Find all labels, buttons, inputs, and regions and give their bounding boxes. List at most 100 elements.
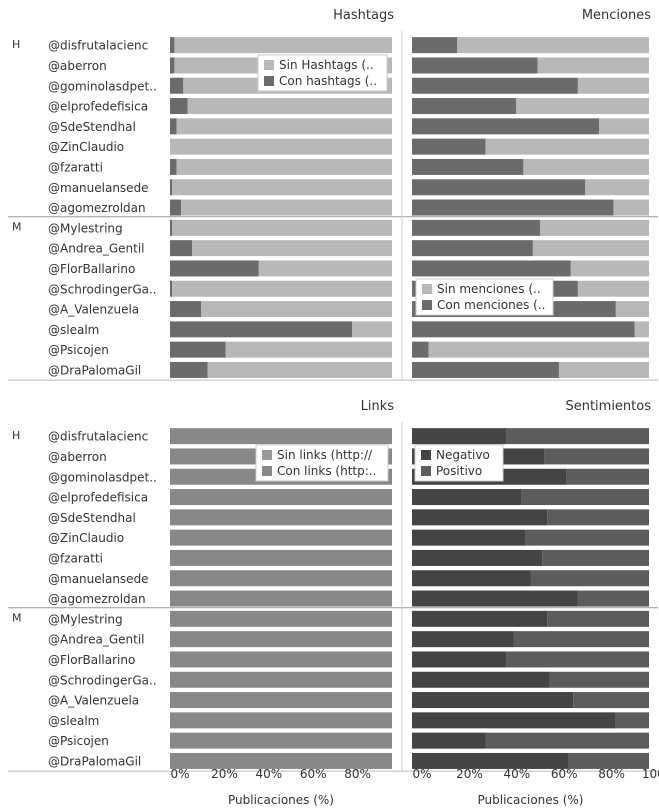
bar-sentimientos-positivo [530,570,649,587]
user-label: @Mylestring [48,612,123,626]
legend-links-label: Sin links (http:// [277,448,373,462]
user-label: @A_Valenzuela [48,694,139,708]
bar-sentimientos-negativo [412,610,548,627]
bar-menciones-con-menciones- [412,199,614,216]
x-tick-label: 80% [344,767,371,781]
bar-hashtags-sin-hashtags- [176,118,392,135]
legend-links-swatch [262,466,272,476]
bar-links-con-links-http- [170,489,392,506]
x-axis-title: Publicaciones (%) [228,793,334,807]
bar-sentimientos-positivo [525,529,649,546]
bar-hashtags-con-hashtags- [170,158,177,175]
x-tick-label: 60% [551,767,578,781]
bar-sentimientos-negativo [412,570,531,587]
bar-sentimientos-negativo [412,692,574,709]
user-label: @Psicojen [48,734,109,748]
legend-hashtags-label: Sin Hashtags (.. [279,58,374,72]
bar-hashtags-sin-hashtags- [181,199,392,216]
bar-sentimientos-negativo [412,489,522,506]
bar-hashtags-sin-hashtags- [207,361,392,378]
bar-sentimientos-positivo [568,752,649,769]
user-label: @SchrodingerGa.. [48,673,157,687]
legend-menciones-swatch [422,300,432,310]
bar-hashtags-sin-hashtags- [201,301,392,318]
bar-menciones-con-menciones- [412,260,571,277]
bar-hashtags-con-hashtags- [170,321,353,338]
group-label-m: M [12,221,22,234]
bar-sentimientos-negativo [412,529,526,546]
bar-hashtags-sin-hashtags- [258,260,392,277]
bar-sentimientos-positivo [506,428,649,445]
user-label: @fzaratti [48,551,103,565]
bar-links-con-links-http- [170,549,392,566]
bar-hashtags-con-hashtags- [170,341,226,358]
bar-sentimientos-positivo [577,590,649,607]
user-label: @aberron [48,450,107,464]
user-label: @fzaratti [48,160,103,174]
bar-sentimientos-negativo [412,590,578,607]
bar-sentimientos-negativo [412,651,507,668]
bar-hashtags-sin-hashtags- [174,37,392,54]
bar-links-con-links-http- [170,570,392,587]
bar-sentimientos-positivo [566,468,649,485]
bar-links-con-links-http- [170,712,392,729]
user-label: @DraPalomaGil [48,754,141,768]
user-label: @ZinClaudio [48,531,124,545]
bar-menciones-con-menciones- [412,118,600,135]
panel-title-links: Links [361,399,395,414]
legend-hashtags-swatch [264,76,274,86]
x-tick-label: 60% [300,767,327,781]
bar-sentimientos-positivo [547,509,649,526]
x-axis-title: Publicaciones (%) [478,793,584,807]
bar-menciones-con-menciones- [412,321,635,338]
bar-hashtags-con-hashtags- [170,199,182,216]
bar-hashtags-con-hashtags- [170,98,188,115]
bar-sentimientos-positivo [544,448,649,465]
x-tick-label: 0% [412,767,431,781]
bar-menciones-sin-menciones- [585,179,649,196]
bar-hashtags-con-hashtags- [170,77,184,94]
user-label: @FlorBallarino [48,653,135,667]
legend-sentimientos-swatch [421,466,431,476]
legend-menciones-box [415,278,554,316]
bar-menciones-sin-menciones- [599,118,649,135]
bar-menciones-con-menciones- [412,179,586,196]
bar-sentimientos-positivo [615,712,649,729]
x-tick-label: 40% [503,767,530,781]
user-label: @Psicojen [48,343,109,357]
bar-sentimientos-positivo [542,549,649,566]
bar-hashtags-con-hashtags- [170,219,173,236]
bar-hashtags-con-hashtags- [170,260,259,277]
bar-sentimientos-positivo [573,692,649,709]
bar-hashtags-sin-hashtags- [187,98,392,115]
bar-hashtags-con-hashtags- [170,301,202,318]
bar-links-con-links-http- [170,692,392,709]
legend-menciones-label: Con menciones (.. [437,298,545,312]
user-label: @manuelansede [48,572,149,586]
bar-menciones-con-menciones- [412,361,559,378]
bar-menciones-sin-menciones- [577,77,649,94]
bar-sentimientos-positivo [547,610,649,627]
user-label: @manuelansede [48,181,149,195]
bar-links-con-links-http- [170,732,392,749]
bar-menciones-con-menciones- [412,158,524,175]
bar-hashtags-sin-hashtags- [172,280,392,297]
bar-hashtags-sin-hashtags- [172,219,392,236]
bar-menciones-sin-menciones- [532,240,649,257]
bar-menciones-sin-menciones- [634,321,649,338]
bar-sentimientos-negativo [412,671,550,688]
user-label: @disfrutalacienc [48,430,148,444]
user-label: @SdeStendhal [48,120,136,134]
bar-links-con-links-http- [170,590,392,607]
panel-title-sentimientos: Sentimientos [565,399,651,414]
legend-sentimientos-label: Negativo [436,448,490,462]
x-tick-label: 100% [642,767,659,781]
bar-links-con-links-http- [170,752,392,769]
user-label: @DraPalomaGil [48,363,141,377]
legend-hashtags-box [257,54,388,92]
bar-menciones-con-menciones- [412,341,429,358]
bar-menciones-sin-menciones- [570,260,649,277]
bar-sentimientos-negativo [412,732,486,749]
bar-hashtags-con-hashtags- [170,280,173,297]
